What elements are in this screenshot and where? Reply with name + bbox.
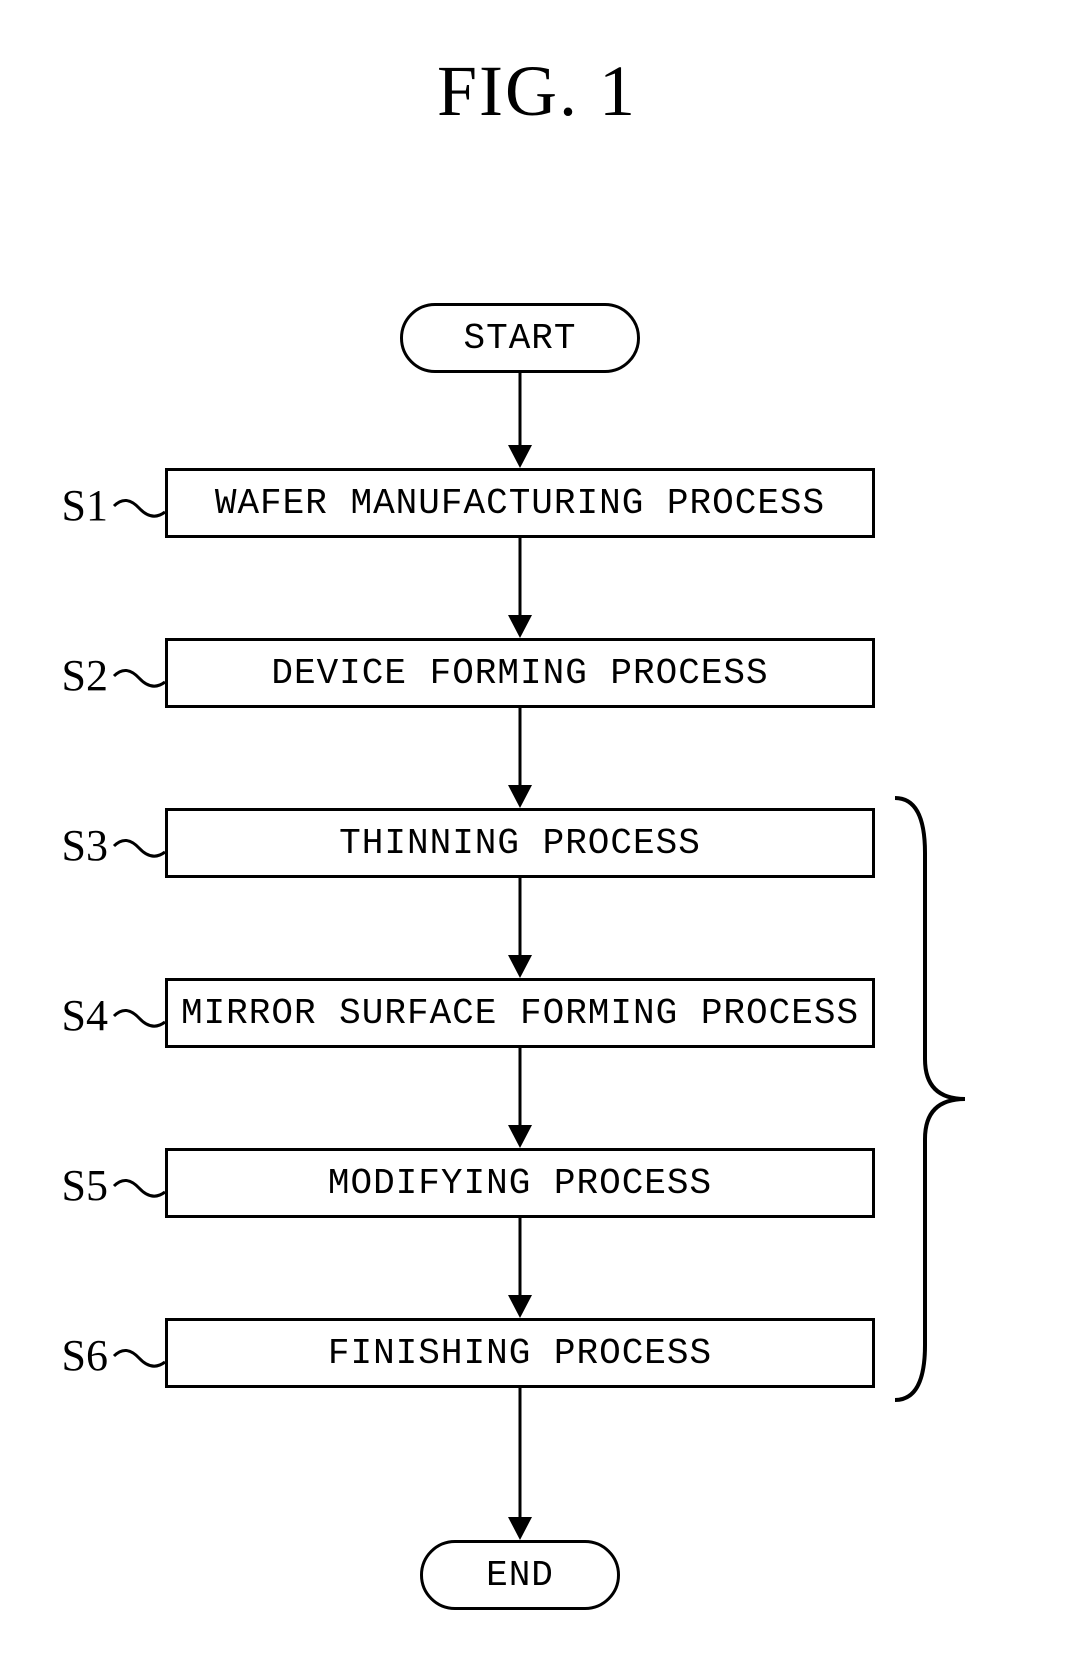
arrow-s3-s4 xyxy=(506,878,534,978)
terminal-end-label: END xyxy=(486,1555,554,1596)
process-s2: DEVICE FORMING PROCESS xyxy=(165,638,875,708)
process-s3-label: THINNING PROCESS xyxy=(339,823,701,864)
process-s6: FINISHING PROCESS xyxy=(165,1318,875,1388)
process-s3: THINNING PROCESS xyxy=(165,808,875,878)
connector-s5 xyxy=(112,1178,167,1202)
connector-s1 xyxy=(112,498,167,522)
step-label-s4: S4 xyxy=(44,990,108,1041)
process-s2-label: DEVICE FORMING PROCESS xyxy=(271,653,768,694)
arrow-start-s1 xyxy=(506,373,534,468)
connector-s3 xyxy=(112,838,167,862)
terminal-start: START xyxy=(400,303,640,373)
terminal-end: END xyxy=(420,1540,620,1610)
step-label-s2: S2 xyxy=(44,650,108,701)
process-s4: MIRROR SURFACE FORMING PROCESS xyxy=(165,978,875,1048)
arrow-s5-s6 xyxy=(506,1218,534,1318)
process-s4-label: MIRROR SURFACE FORMING PROCESS xyxy=(181,993,859,1034)
right-brace xyxy=(890,793,980,1405)
connector-s6 xyxy=(112,1348,167,1372)
figure-title: FIG. 1 xyxy=(0,50,1074,133)
process-s5: MODIFYING PROCESS xyxy=(165,1148,875,1218)
connector-s2 xyxy=(112,668,167,692)
process-s6-label: FINISHING PROCESS xyxy=(328,1333,712,1374)
step-label-s6: S6 xyxy=(44,1330,108,1381)
process-s1-label: WAFER MANUFACTURING PROCESS xyxy=(215,483,825,524)
process-s1: WAFER MANUFACTURING PROCESS xyxy=(165,468,875,538)
terminal-start-label: START xyxy=(463,318,576,359)
arrow-s2-s3 xyxy=(506,708,534,808)
arrow-s6-end xyxy=(506,1388,534,1540)
step-label-s3: S3 xyxy=(44,820,108,871)
step-label-s1: S1 xyxy=(44,480,108,531)
step-label-s5: S5 xyxy=(44,1160,108,1211)
process-s5-label: MODIFYING PROCESS xyxy=(328,1163,712,1204)
arrow-s1-s2 xyxy=(506,538,534,638)
arrow-s4-s5 xyxy=(506,1048,534,1148)
connector-s4 xyxy=(112,1008,167,1032)
